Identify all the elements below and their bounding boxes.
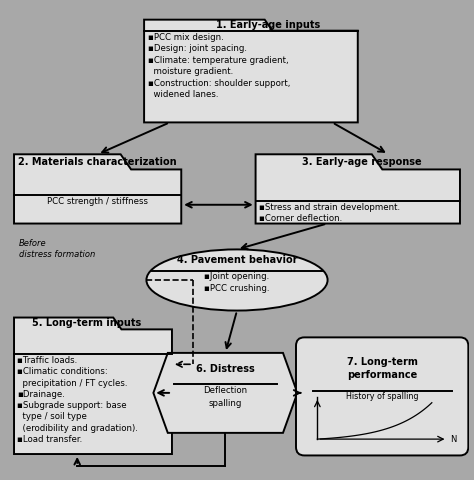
Text: 4. Pavement behavior: 4. Pavement behavior <box>177 255 297 265</box>
Polygon shape <box>144 20 358 122</box>
Polygon shape <box>154 353 297 433</box>
Polygon shape <box>14 318 172 454</box>
Text: ▪Joint opening.
▪PCC crushing.: ▪Joint opening. ▪PCC crushing. <box>204 272 270 293</box>
Text: History of spalling: History of spalling <box>346 392 419 401</box>
Text: ▪Stress and strain development.
▪Corner deflection.: ▪Stress and strain development. ▪Corner … <box>259 203 401 224</box>
Text: PCC strength / stiffness: PCC strength / stiffness <box>47 197 148 206</box>
Polygon shape <box>14 154 181 224</box>
Ellipse shape <box>146 250 328 311</box>
Text: 5. Long-term inputs: 5. Long-term inputs <box>32 318 141 328</box>
Text: Deflection
spalling: Deflection spalling <box>203 386 247 408</box>
Text: ▪PCC mix design.
▪Design: joint spacing.
▪Climate: temperature gradient,
  moist: ▪PCC mix design. ▪Design: joint spacing.… <box>148 33 290 99</box>
Text: 1. Early-age inputs: 1. Early-age inputs <box>216 20 320 30</box>
FancyBboxPatch shape <box>296 337 468 456</box>
Text: 2. Materials characterization: 2. Materials characterization <box>18 157 177 167</box>
Text: ▪Traffic loads.
▪Climatic conditions:
  precipitation / FT cycles.
▪Drainage.
▪S: ▪Traffic loads. ▪Climatic conditions: pr… <box>17 356 138 444</box>
Text: 7. Long-term
performance: 7. Long-term performance <box>346 357 418 380</box>
Text: 3. Early-age response: 3. Early-age response <box>302 157 422 167</box>
Text: N: N <box>450 434 456 444</box>
Text: 6. Distress: 6. Distress <box>196 364 255 374</box>
Text: Before
distress formation: Before distress formation <box>18 240 95 259</box>
Polygon shape <box>255 154 460 224</box>
